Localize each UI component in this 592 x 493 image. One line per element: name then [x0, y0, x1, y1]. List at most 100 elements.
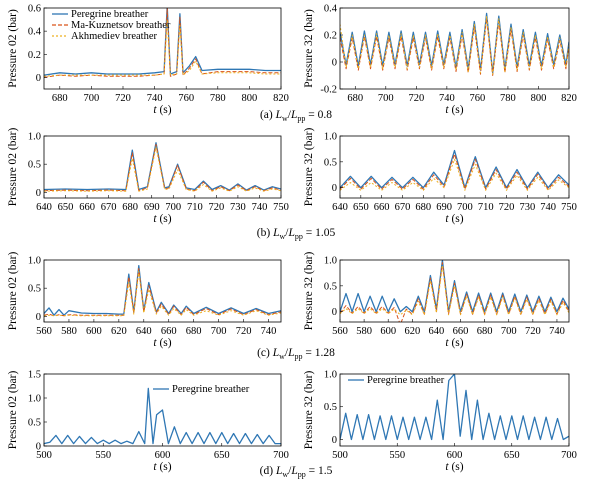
- series-line-1: [44, 142, 281, 191]
- y-tick-label: 0.4: [324, 4, 338, 15]
- x-tick-label: 700: [273, 450, 289, 461]
- y-axis-label: Pressure 32 (bar): [303, 128, 315, 207]
- x-tick-label: 660: [79, 202, 95, 213]
- x-tick-label: 720: [115, 93, 131, 104]
- x-tick-label: 780: [500, 93, 516, 104]
- y-tick-label: 0: [332, 58, 337, 69]
- captions: (a) Lw/Lpp = 0.8 (b) Lw/Lpp = 1.05 (c) Lw/…: [257, 109, 336, 479]
- y-tick-label: 1.0: [324, 132, 337, 143]
- x-tick-label: 720: [408, 93, 424, 104]
- x-tick-label: 760: [178, 93, 194, 104]
- x-tick-label: 750: [273, 202, 289, 213]
- x-tick-label: 660: [453, 326, 469, 337]
- series-line-3: [340, 15, 569, 75]
- x-tick-label: 740: [540, 202, 556, 213]
- chart-c_left: 560 580 600 620 640 660 680 700 720 740 0 0.5 1.0 Pre…: [7, 252, 282, 349]
- x-tick-label: 560: [332, 326, 348, 337]
- series-line-2: [340, 262, 569, 322]
- y-tick-label: 0.5: [324, 157, 337, 168]
- x-tick-label: 660: [161, 326, 177, 337]
- panel-caption: (b) Lw/Lpp = 1.05: [257, 227, 336, 241]
- y-axis-label: Pressure 32 (bar): [303, 9, 315, 88]
- y-tick-label: 0.5: [28, 160, 41, 171]
- y-axis-label: Pressure 02 (bar): [7, 371, 19, 450]
- series-line-2: [340, 18, 569, 76]
- x-tick-label: 700: [457, 202, 473, 213]
- series-group: [44, 264, 281, 317]
- legend-entry: Ma-Kuznetsov breather: [71, 20, 171, 31]
- x-tick-label: 680: [122, 202, 138, 213]
- chart-a_left: 680 700 720 740 760 780 800 820 0 0.2 0.4 0.6 Pressu…: [7, 4, 289, 117]
- x-tick-label: 620: [404, 326, 420, 337]
- x-tick-label: 670: [101, 202, 117, 213]
- legend-entry: Akhmediev breather: [71, 31, 158, 42]
- y-tick-label: 0: [36, 442, 41, 453]
- x-tick-label: 640: [36, 202, 52, 213]
- x-tick-label: 600: [380, 326, 396, 337]
- series-group: [44, 387, 281, 445]
- x-axis-label: t (s): [153, 461, 171, 473]
- series-line-1: [44, 387, 281, 445]
- x-tick-label: 640: [332, 202, 348, 213]
- y-axis-label: Pressure 02 (bar): [7, 128, 19, 207]
- chart-d_left: 500 550 600 650 700 0 0.5 1.0 1.5 Pressure 02 (ba…: [7, 370, 289, 474]
- x-tick-label: 690: [144, 202, 160, 213]
- plot-frame: [339, 135, 570, 199]
- x-tick-label: 500: [332, 450, 348, 461]
- x-tick-label: 680: [52, 93, 68, 104]
- series-group: [340, 374, 569, 441]
- x-tick-label: 740: [549, 326, 565, 337]
- legend: Peregrine breather: [348, 375, 445, 386]
- x-tick-label: 820: [561, 93, 577, 104]
- y-tick-label: 1.0: [28, 132, 41, 143]
- x-tick-label: 690: [436, 202, 452, 213]
- x-tick-label: 740: [147, 93, 163, 104]
- chart-b_right: 640 650 660 670 680 690 700 710 720 730 740 750 0 0.5…: [303, 128, 577, 225]
- x-tick-label: 650: [58, 202, 74, 213]
- x-tick-label: 760: [470, 93, 486, 104]
- series-line-3: [44, 146, 281, 192]
- chart-a_right: 680 700 720 740 760 780 800 820 -0.2 0 0.2 0.4 Press…: [303, 4, 577, 117]
- y-tick-label: 1.0: [324, 370, 337, 381]
- y-axis-label: Pressure 02 (bar): [7, 9, 19, 88]
- x-axis-label: t (s): [445, 337, 463, 349]
- x-tick-label: 750: [561, 202, 577, 213]
- x-tick-label: 680: [477, 326, 493, 337]
- chart-b_left: 640 650 660 670 680 690 700 710 720 730 740 750 0 0.5…: [7, 128, 289, 225]
- x-axis-label: t (s): [445, 213, 463, 225]
- chart-d_right: 500 550 600 650 700 0 0.5 1.0 Pressure 32 (bar) t…: [303, 370, 577, 474]
- x-tick-label: 550: [389, 450, 405, 461]
- panels: 680 700 720 740 760 780 800 820 0 0.2 0.4 0.6 Pressu…: [7, 4, 577, 474]
- x-tick-label: 650: [214, 450, 230, 461]
- x-tick-label: 680: [415, 202, 431, 213]
- y-tick-label: 1.0: [28, 394, 41, 405]
- x-tick-label: 740: [252, 202, 268, 213]
- x-tick-label: 730: [519, 202, 535, 213]
- x-tick-label: 720: [525, 326, 541, 337]
- plot-frame: [339, 259, 570, 323]
- y-axis-label: Pressure 02 (bar): [7, 252, 19, 331]
- x-tick-label: 600: [86, 326, 102, 337]
- x-tick-label: 620: [111, 326, 127, 337]
- x-tick-label: 680: [186, 326, 202, 337]
- plot-frame: [43, 135, 282, 199]
- x-tick-label: 710: [478, 202, 494, 213]
- x-axis-label: t (s): [153, 337, 171, 349]
- chart-c_right: 560 580 600 620 640 660 680 700 720 740 0 0.5 1.0 Pre…: [303, 252, 570, 349]
- y-tick-label: 0: [36, 188, 41, 199]
- x-tick-label: 650: [353, 202, 369, 213]
- x-tick-label: 800: [531, 93, 547, 104]
- x-tick-label: 670: [395, 202, 411, 213]
- x-tick-label: 600: [447, 450, 463, 461]
- plot-frame: [43, 259, 282, 323]
- y-tick-label: 0.5: [28, 418, 41, 429]
- x-axis-label: t (s): [445, 461, 463, 473]
- legend-entry: Peregrine breather: [367, 375, 445, 386]
- series-line-2: [340, 153, 569, 190]
- x-tick-label: 550: [95, 450, 111, 461]
- y-tick-label: 0: [36, 73, 41, 84]
- y-tick-label: 0.5: [324, 281, 337, 292]
- x-tick-label: 700: [84, 93, 100, 104]
